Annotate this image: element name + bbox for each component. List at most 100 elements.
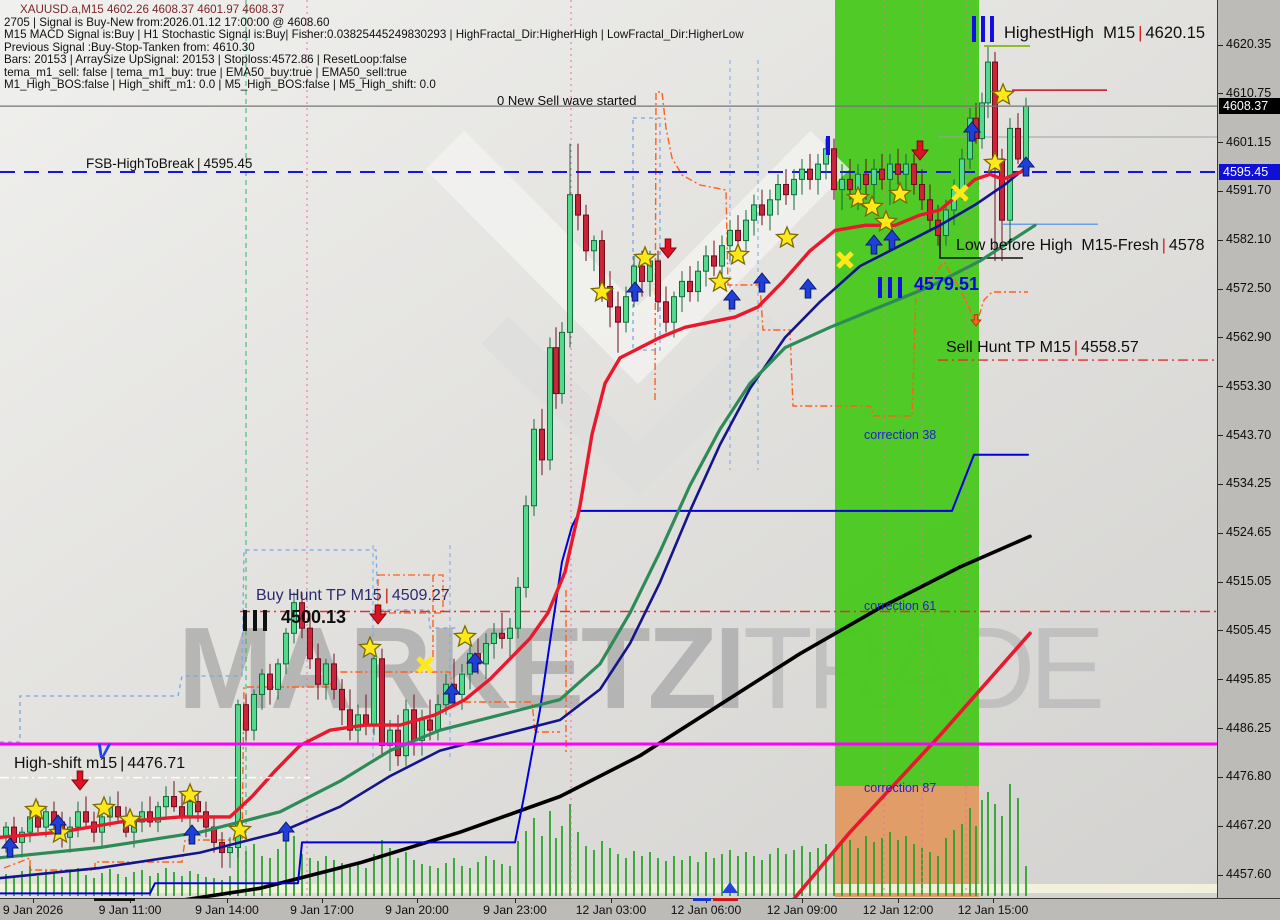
star-signal-icon xyxy=(589,279,615,303)
sell-hunt-separator: | xyxy=(1073,339,1078,356)
star-signal-icon xyxy=(982,150,1008,174)
low-before-high-separator: | xyxy=(1161,237,1166,254)
black-ma xyxy=(184,534,1032,898)
candle xyxy=(847,178,853,191)
time-tick-label: 12 Jan 06:00 xyxy=(670,903,742,917)
price-tick-mark xyxy=(1218,581,1223,583)
candle xyxy=(727,229,733,247)
candle xyxy=(75,811,81,828)
signal-bars-icon xyxy=(243,610,247,631)
candle xyxy=(283,632,289,665)
candle xyxy=(299,602,305,629)
signal-bars-icon xyxy=(253,610,257,631)
time-tick-mark xyxy=(611,899,612,903)
time-axis[interactable]: 9 Jan 2026 9 Jan 11:00 9 Jan 14:00 9 Jan 17… xyxy=(0,898,1280,920)
price-tick-mark xyxy=(1218,142,1223,144)
price-tick-mark xyxy=(1218,337,1223,339)
signal-bars-icon xyxy=(972,16,976,42)
price-tick-label: 4610.75 xyxy=(1226,85,1272,100)
price-tick-mark xyxy=(1218,874,1223,876)
time-tick-mark xyxy=(515,899,516,903)
candle xyxy=(663,301,669,323)
candle xyxy=(491,632,497,644)
candle xyxy=(115,806,121,818)
star-signal-icon xyxy=(452,624,478,648)
candle xyxy=(559,331,565,395)
sell-arrow-icon xyxy=(658,238,678,259)
current-price-badge: 4608.37 xyxy=(1219,98,1280,115)
star-signal-icon xyxy=(227,817,253,841)
candle xyxy=(171,795,177,808)
candle xyxy=(523,505,529,588)
price-tick-label: 4620.35 xyxy=(1226,37,1272,51)
candle xyxy=(799,168,805,180)
buy-arrow-icon xyxy=(48,814,68,835)
candle xyxy=(759,204,765,216)
buy-arrow-icon xyxy=(962,121,982,142)
candle xyxy=(959,158,965,191)
watermark-logo xyxy=(481,316,796,497)
fsb-label-text: FSB-HighToBreak xyxy=(86,156,195,171)
price-tick-label: 4601.15 xyxy=(1226,134,1272,149)
fractal-channel xyxy=(0,549,458,743)
time-tick-label: 12 Jan 03:00 xyxy=(575,903,647,917)
candle xyxy=(831,148,837,191)
candle xyxy=(879,168,885,180)
level-4500-label: 4500.13 xyxy=(281,607,347,627)
candle xyxy=(735,229,741,242)
buy-zone xyxy=(835,0,979,786)
candle xyxy=(903,163,909,175)
candle xyxy=(775,183,781,201)
candle xyxy=(863,173,869,185)
candle xyxy=(807,168,813,180)
star-signal-icon xyxy=(177,782,203,806)
fsb-price-badge: 4595.45 xyxy=(1219,163,1280,180)
candle xyxy=(575,194,581,216)
candle xyxy=(163,795,169,808)
signal-bars-icon xyxy=(990,16,994,42)
candle xyxy=(147,811,153,823)
chart-canvas[interactable] xyxy=(0,0,1217,898)
navy-ema xyxy=(0,162,1032,880)
candle xyxy=(355,714,361,731)
price-tick-mark xyxy=(1218,435,1223,437)
star-signal-icon xyxy=(873,209,899,233)
buy-arrow-icon xyxy=(0,837,20,858)
price-tick-label: 4534.25 xyxy=(1226,476,1272,491)
buy-arrow-icon xyxy=(722,289,742,310)
price-tick-label: 4572.50 xyxy=(1226,281,1272,296)
high-shift-text: High-shift m15 xyxy=(14,755,118,772)
candle xyxy=(307,627,313,660)
candle xyxy=(783,183,789,196)
price-tick-mark xyxy=(1218,679,1223,681)
buy-hunt-text: Buy Hunt TP M15 xyxy=(256,587,382,604)
candle xyxy=(267,673,273,690)
sell-hunt-tp-label: Sell Hunt TP M15 | 4558.57 xyxy=(946,339,1139,357)
candle xyxy=(43,811,49,828)
candle xyxy=(347,709,353,731)
candle xyxy=(1015,127,1021,160)
candle xyxy=(695,270,701,293)
expert-info-block: XAUUSD.a,M15 4602.26 4608.37 4601.97 460… xyxy=(4,3,744,92)
candle xyxy=(499,632,505,639)
price-tick-mark xyxy=(1218,239,1223,241)
low-before-high-tf: M15-Fresh xyxy=(1081,237,1159,254)
signal-bars-icon xyxy=(263,610,267,631)
star-signal-icon xyxy=(990,82,1016,106)
candle xyxy=(815,163,821,180)
bars-stoploss-line: Bars: 20153 | ArraySize UpSignal: 20153 … xyxy=(4,53,407,66)
buy-hunt-value: 4509.27 xyxy=(391,587,450,604)
candle xyxy=(259,673,265,695)
low-before-high-value: 4578 xyxy=(1168,237,1205,254)
candle xyxy=(583,214,589,252)
star-signal-icon xyxy=(117,807,143,831)
level-4579-label: 4579.51 xyxy=(914,274,980,294)
candle xyxy=(323,663,329,685)
star-signal-icon xyxy=(774,225,800,249)
price-tick-label: 4543.70 xyxy=(1226,427,1272,442)
candle xyxy=(655,260,661,303)
time-tick-mark xyxy=(130,899,131,903)
price-axis[interactable]: 4620.35 4610.75 4601.15 4591.70 4582.10 4572.… xyxy=(1217,0,1280,898)
candle xyxy=(871,168,877,185)
